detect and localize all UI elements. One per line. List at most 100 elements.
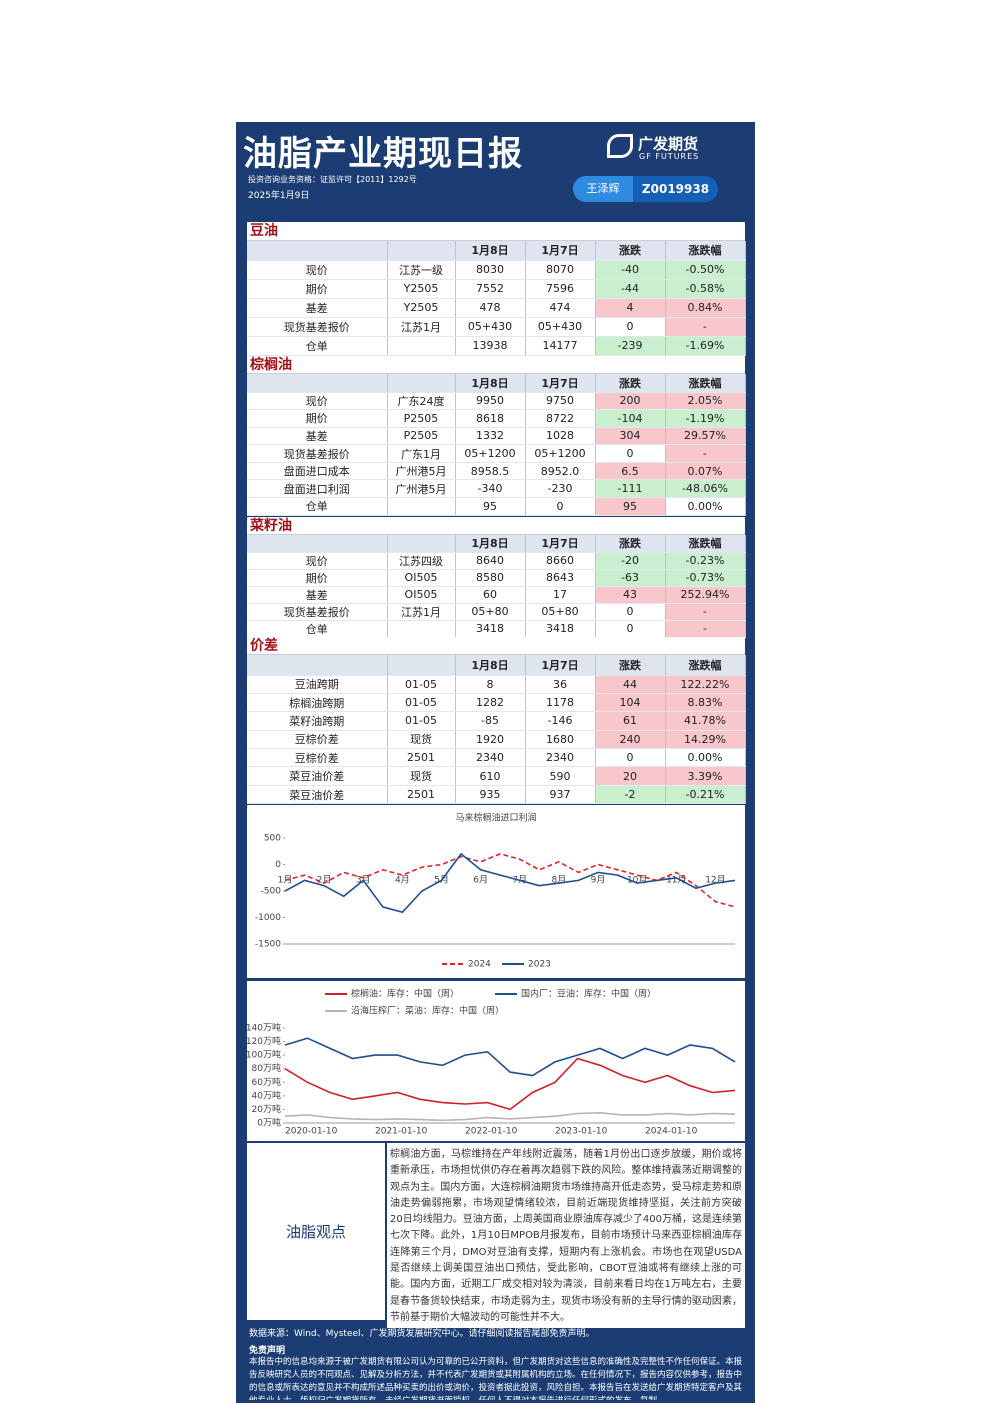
cell: 期价 [247, 279, 388, 299]
x-tick-label: 2月 [317, 875, 332, 886]
cell: 基差 [247, 298, 388, 318]
cell: 基差 [247, 427, 388, 446]
cell [387, 336, 456, 356]
data-row: 现价 广东24度 9950 9750 200 2.05% [247, 392, 746, 411]
y-tick-label: 80万吨 [252, 1062, 281, 1074]
header-cell [247, 374, 388, 393]
data-row: 豆棕价差 2501 2340 2340 0 0.00% [247, 748, 746, 768]
cell: 9950 [455, 392, 526, 411]
legend-label: 2023 [528, 960, 551, 970]
cell: 8030 [455, 260, 526, 280]
logo-icon [607, 134, 633, 158]
header-cell: 1月7日 [525, 655, 596, 676]
cell: 广东24度 [387, 392, 456, 411]
x-tick-label: 10月 [627, 875, 647, 886]
cell: 江苏1月 [387, 317, 456, 337]
cell: 8580 [455, 569, 526, 587]
cell: 广东1月 [387, 444, 456, 463]
cell: 14177 [525, 336, 596, 356]
cell: -230 [525, 479, 596, 499]
cell: 棕榈油跨期 [247, 693, 388, 713]
cell: -111 [595, 479, 666, 499]
data-table: 1月8日 1月7日 涨跌 涨跌幅 现价 江苏四级 8640 8660 -20 -0.23% 期价 OI… [247, 535, 746, 638]
header-cell: 1月7日 [525, 241, 596, 261]
cell: - [665, 603, 746, 621]
cell: 05+80 [525, 603, 596, 621]
cell: - [665, 444, 746, 463]
data-source: 数据来源：Wind、Mysteel、广发期货发展研究中心。请仔细阅读报告尾部免责… [249, 1329, 595, 1339]
cell: 现货基差报价 [247, 603, 388, 621]
header-row: 1月8日 1月7日 涨跌 涨跌幅 [247, 535, 746, 553]
data-table: 1月8日 1月7日 涨跌 涨跌幅 豆油跨期 01-05 8 36 44 122.22% 棕榈油跨期 0… [247, 655, 746, 805]
cell: 基差 [247, 586, 388, 604]
cell: 现货 [387, 730, 456, 750]
legend-label: 棕榈油：库存：中国（周） [351, 988, 459, 1000]
cell: P2505 [387, 427, 456, 446]
cell: 17 [525, 586, 596, 604]
legend-label: 2024 [468, 960, 491, 970]
header-cell: 1月7日 [525, 535, 596, 553]
section-title: 棕榈油 [247, 356, 745, 374]
data-row: 现货基差报价 广东1月 05+1200 05+1200 0- [247, 444, 746, 463]
cell: OI505 [387, 586, 456, 604]
cell: 29.57% [665, 427, 746, 446]
x-tick-label: 4月 [395, 875, 410, 886]
logo-cn: 广发期货 [638, 135, 699, 153]
cell: 36 [525, 675, 596, 694]
header-cell: 涨跌幅 [665, 535, 746, 553]
cell: 104 [595, 693, 666, 713]
analyst-id: Z0019938 [641, 182, 710, 196]
y-tick-label: -1500 [255, 940, 281, 950]
x-tick-label: 9月 [591, 875, 606, 886]
cell: -0.50% [665, 260, 746, 280]
logo-en: GF FUTURES [639, 152, 700, 161]
cell: 60 [455, 586, 526, 604]
series-line [284, 1111, 736, 1122]
series-line [284, 853, 736, 908]
cell: 菜豆油价差 [247, 766, 388, 786]
cell: -0.58% [665, 279, 746, 299]
data-row: 豆棕价差 现货 1920 1680 240 14.29% [247, 730, 746, 750]
data-row: 菜豆油价差 现货 610 590 20 3.39% [247, 766, 746, 786]
y-tick-label: 40万吨 [252, 1089, 281, 1101]
cell: 3.39% [665, 766, 746, 786]
data-row: 现货基差报价 江苏1月 05+430 05+430 0- [247, 317, 746, 337]
cell: 252.94% [665, 586, 746, 604]
header-cell [387, 241, 456, 261]
y-tick-label: -500 [261, 887, 282, 897]
header-cell: 涨跌 [595, 374, 666, 393]
header-cell [387, 374, 456, 393]
y-tick-label: 20万吨 [252, 1103, 281, 1115]
y-tick-label: -1000 [255, 913, 281, 923]
cell: 95 [595, 497, 666, 516]
header-cell: 1月8日 [455, 374, 526, 393]
data-row: 盘面进口成本 广州港5月 8958.5 8952.0 6.5 0.07% [247, 462, 746, 481]
section: 豆油 1月8日 1月7日 涨跌 涨跌幅 现价 江苏一级 8030 8070 -40 -0.50% 期价… [247, 222, 746, 356]
cell: 菜籽油跨期 [247, 711, 388, 731]
cell: -1.69% [665, 336, 746, 356]
cell: 1920 [455, 730, 526, 750]
cell: 9750 [525, 392, 596, 411]
cell: 0 [595, 748, 666, 768]
y-tick-label: 140万吨 [247, 1022, 281, 1034]
cell: 期价 [247, 569, 388, 587]
cell: 44 [595, 675, 666, 694]
cell: 豆棕价差 [247, 730, 388, 750]
cell: 江苏1月 [387, 603, 456, 621]
cell: 2340 [455, 748, 526, 768]
cell: OI505 [387, 569, 456, 587]
cell: -1.19% [665, 409, 746, 428]
cell: 1282 [455, 693, 526, 713]
cell [387, 620, 456, 638]
cell: 豆油跨期 [247, 675, 388, 694]
license: 投资咨询业务资格：证监许可【2011】1292号 [248, 175, 417, 184]
analyst: 王泽辉 [573, 176, 633, 202]
cell: 8722 [525, 409, 596, 428]
cell: -44 [595, 279, 666, 299]
cell: 8.83% [665, 693, 746, 713]
cell: 2.05% [665, 392, 746, 411]
disclaimer-title: 免责声明 [249, 1346, 286, 1356]
section: 棕榈油 1月8日 1月7日 涨跌 涨跌幅 现价 广东24度 9950 9750 200 2.05% 期… [247, 356, 746, 516]
